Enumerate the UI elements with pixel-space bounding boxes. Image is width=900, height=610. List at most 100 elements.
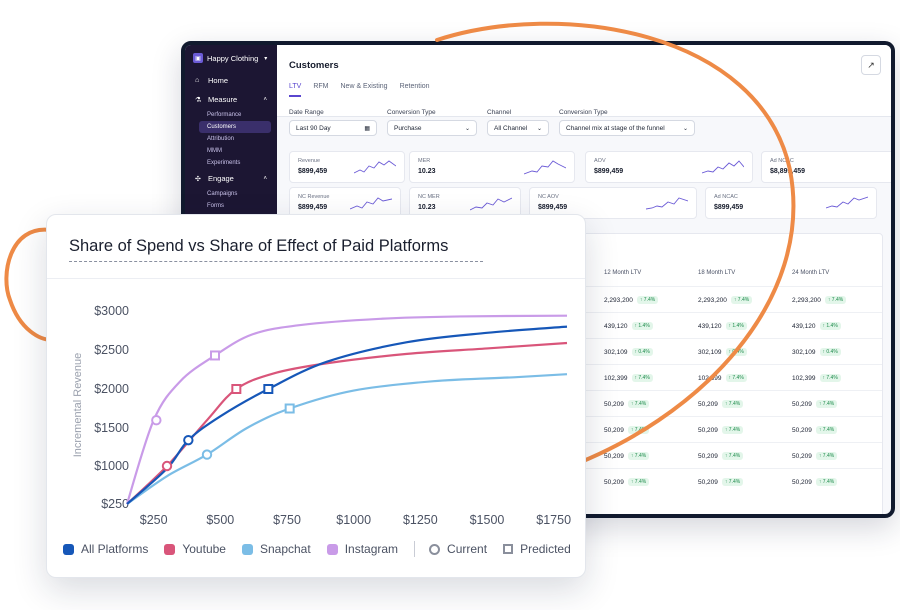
table-cell: 50,209 ↑ 7.4% [698, 478, 744, 486]
metric-value: 10.23 [418, 168, 436, 175]
change-badge: ↑ 7.4% [627, 400, 650, 408]
chevron-up-icon: ˄ [263, 96, 267, 103]
cell-value: 50,209 [698, 426, 718, 434]
sidebar-subitem-attribution[interactable]: Attribution [207, 136, 235, 142]
sidebar-subitem-forms[interactable]: Forms [207, 203, 224, 209]
legend-item-snapchat[interactable]: Snapchat [241, 542, 311, 556]
x-tick-label: $500 [206, 513, 234, 527]
change-badge: ↑ 0.4% [725, 348, 747, 356]
table-cell: 50,209 ↑ 7.4% [604, 478, 650, 486]
sidebar-subitem-campaigns[interactable]: Campaigns [207, 191, 238, 197]
external-link-icon: ↗ [867, 59, 875, 70]
conversion-type-select[interactable]: Purchase ⌄ [387, 120, 477, 136]
channel-mix-select[interactable]: Channel mix at stage of the funnel ⌄ [559, 120, 695, 136]
sidebar-item-label: Home [208, 76, 229, 85]
series-line-all-platforms [126, 325, 568, 505]
chevron-up-icon: ˄ [263, 175, 267, 182]
metric-value: $899,459 [594, 168, 624, 175]
metric-label: Ad NCAC [770, 158, 794, 164]
change-badge: ↑ 7.4% [627, 426, 650, 434]
legend-swatch [241, 543, 253, 555]
legend-swatch [63, 543, 74, 555]
metric-card-ad-ncac-2[interactable]: Ad NCAC $899,459 [705, 187, 877, 219]
predicted-marker-youtube [231, 384, 242, 394]
cell-value: 439,120 [698, 322, 722, 330]
tab-rfm[interactable]: RFM [313, 83, 329, 90]
x-tick-label: $1000 [336, 513, 371, 527]
chart-legend: All Platforms Youtube Snapchat Instagram… [63, 541, 587, 557]
cell-value: 50,209 [604, 426, 624, 434]
tab-ltv[interactable]: LTV [289, 83, 302, 97]
channel-select[interactable]: All Channel ⌄ [487, 120, 549, 136]
metric-card-mer[interactable]: MER 10.23 [409, 151, 575, 183]
sparkline [354, 160, 396, 174]
tab-new-existing[interactable]: New & Existing [340, 83, 388, 90]
sidebar-item-engage[interactable]: ✣ Engage ˄ [185, 169, 277, 188]
sidebar-item-measure[interactable]: ⚗ Measure ˄ [185, 90, 277, 109]
table-cell: 439,120 ↑ 1.4% [698, 322, 747, 330]
table-cell: 102,399 ↑ 7.4% [604, 374, 653, 382]
open-external-button[interactable]: ↗ [861, 55, 881, 75]
change-badge: ↑ 7.4% [819, 374, 841, 382]
change-badge: ↑ 7.4% [815, 400, 838, 408]
change-badge: ↑ 7.4% [730, 296, 753, 304]
change-badge: ↑ 7.4% [815, 452, 838, 460]
legend-item-all-platforms[interactable]: All Platforms [63, 542, 148, 556]
sidebar-item-home[interactable]: ⌂ Home [185, 71, 277, 90]
legend-label: Predicted [520, 542, 571, 556]
x-tick-label: $750 [273, 513, 301, 527]
table-cell: 102,399 ↑ 7.4% [698, 374, 747, 382]
metric-card-nc-revenue[interactable]: NC Revenue $899,459 [289, 187, 401, 219]
title-underline [69, 261, 483, 262]
change-badge: ↑ 7.4% [725, 374, 747, 382]
table-cell: 302,109 ↑ 0.4% [604, 348, 653, 356]
table-cell: 2,293,200 ↑ 7.4% [604, 296, 659, 304]
cell-value: 2,293,200 [698, 296, 727, 304]
sparkline [470, 197, 512, 211]
date-range-select[interactable]: Last 90 Day ▦ [289, 120, 377, 136]
sidebar-subitem-customers[interactable]: Customers [199, 121, 271, 133]
change-badge: ↑ 7.4% [721, 400, 744, 408]
legend-item-youtube[interactable]: Youtube [164, 542, 226, 556]
sidebar-subitem-performance[interactable]: Performance [207, 112, 242, 118]
sparkline [350, 197, 392, 210]
legend-item-instagram[interactable]: Instagram [326, 542, 398, 556]
tab-retention[interactable]: Retention [399, 83, 430, 90]
table-cell: 50,209 ↑ 7.4% [792, 478, 838, 486]
table-cell: 50,209 ↑ 7.4% [792, 452, 838, 460]
filter-value: Last 90 Day [296, 124, 331, 132]
metric-card-revenue[interactable]: Revenue $899,459 [289, 151, 405, 183]
predicted-marker-instagram [210, 350, 220, 361]
flask-icon: ⚗ [195, 96, 202, 104]
column-header[interactable]: 18 Month LTV [698, 270, 736, 276]
sidebar-subitem-mmm[interactable]: MMM [207, 148, 222, 154]
metric-card-aov[interactable]: AOV $899,459 [585, 151, 753, 183]
circle-marker-icon [429, 543, 441, 555]
metric-card-ad-ncac[interactable]: Ad NCAC $8,899,459 [761, 151, 891, 183]
page-header [277, 45, 891, 117]
series-line-youtube [126, 341, 568, 505]
table-cell: 439,120 ↑ 1.4% [604, 322, 653, 330]
legend-swatch [164, 543, 176, 555]
current-marker-instagram [151, 415, 162, 426]
chart-title: Share of Spend vs Share of Effect of Pai… [69, 237, 449, 255]
change-badge: ↑ 1.4% [819, 322, 841, 330]
table-cell: 439,120 ↑ 1.4% [792, 322, 841, 330]
tab-bar: LTV RFM New & Existing Retention [289, 83, 430, 97]
current-marker-all-platforms [183, 434, 194, 446]
brand-switcher[interactable]: ▣ Happy Clothing ▾ [185, 45, 277, 71]
cell-value: 50,209 [792, 426, 812, 434]
metric-value: $899,459 [714, 204, 744, 211]
table-cell: 2,293,200 ↑ 7.4% [698, 296, 753, 304]
sidebar-subitem-experiments[interactable]: Experiments [207, 160, 241, 166]
change-badge: ↑ 7.4% [824, 296, 847, 304]
metric-label: NC MER [418, 194, 440, 200]
predicted-marker-snapchat [284, 403, 295, 414]
change-badge: ↑ 7.4% [721, 478, 744, 486]
column-header[interactable]: 12 Month LTV [604, 270, 642, 276]
predicted-marker-all-platforms [263, 384, 274, 394]
column-header[interactable]: 24 Month LTV [792, 270, 830, 276]
y-tick-label: $250 [101, 497, 129, 511]
legend-item-predicted: Predicted [503, 542, 571, 556]
chevron-down-icon: ▾ [264, 55, 268, 62]
